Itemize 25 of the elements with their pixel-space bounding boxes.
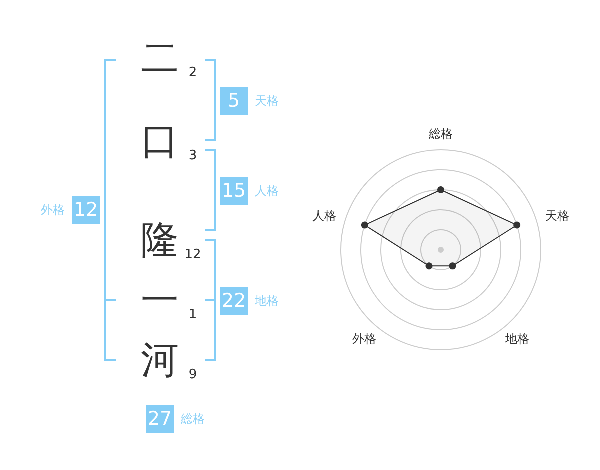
text: 22	[220, 287, 248, 315]
category-label: 一	[141, 278, 179, 322]
data-label: 12	[184, 248, 202, 262]
text: 外格	[41, 203, 65, 217]
spoke-label: 外格	[352, 332, 376, 346]
data-label: 1	[188, 308, 198, 322]
text: 5	[220, 87, 248, 115]
category-label: 口	[141, 119, 179, 163]
spoke-label: 人格	[312, 209, 336, 224]
category-label: 二	[141, 36, 179, 80]
text: 地格	[255, 294, 279, 308]
spoke-label: 総格	[428, 127, 453, 141]
text: 12	[72, 196, 100, 224]
text: 総格	[181, 412, 205, 426]
text: 天格	[255, 94, 279, 108]
category-label: 河	[141, 338, 179, 382]
spoke-label: 天格	[546, 209, 570, 224]
data-label: 3	[188, 148, 198, 164]
spoke-label: 地格	[504, 332, 530, 346]
data-label: 2	[188, 66, 198, 80]
data-label: 9	[188, 368, 198, 382]
category-label: 隆	[141, 218, 179, 262]
text: 人格	[255, 184, 279, 198]
text: 27	[146, 405, 174, 433]
text: 15	[220, 177, 248, 205]
